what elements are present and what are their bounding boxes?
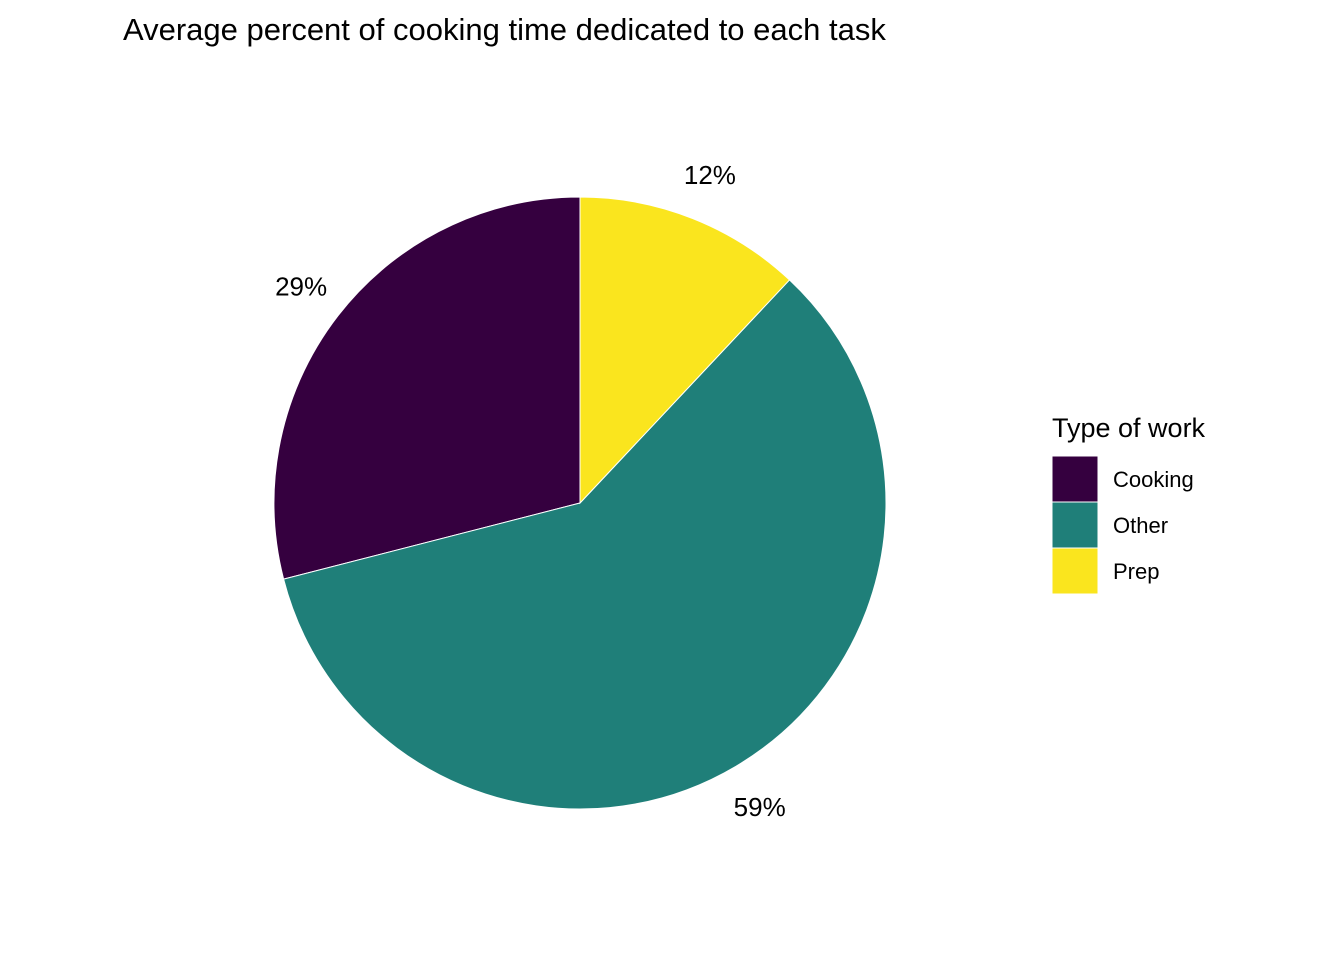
legend-label-other: Other bbox=[1113, 513, 1168, 538]
pie-slice-prep bbox=[579, 196, 791, 505]
pie-slices bbox=[273, 196, 887, 810]
legend-title: Type of work bbox=[1052, 413, 1206, 443]
legend-key-cooking bbox=[1051, 455, 1099, 503]
pie-slice-other bbox=[283, 279, 887, 810]
chart-title: Average percent of cooking time dedicate… bbox=[123, 12, 886, 47]
pie-value-labels: 29% 59% 12% bbox=[275, 160, 786, 822]
legend: Type of work Cooking Other Prep bbox=[1051, 413, 1206, 595]
value-label-other: 59% bbox=[734, 792, 786, 822]
legend-label-cooking: Cooking bbox=[1113, 467, 1194, 492]
legend-key-other bbox=[1051, 501, 1099, 549]
legend-key-prep bbox=[1051, 547, 1099, 595]
legend-label-prep: Prep bbox=[1113, 559, 1159, 584]
value-label-cooking: 29% bbox=[275, 272, 327, 302]
value-label-prep: 12% bbox=[684, 160, 736, 190]
legend-items: Cooking Other Prep bbox=[1051, 455, 1194, 595]
pie-slice-cooking bbox=[273, 196, 581, 580]
